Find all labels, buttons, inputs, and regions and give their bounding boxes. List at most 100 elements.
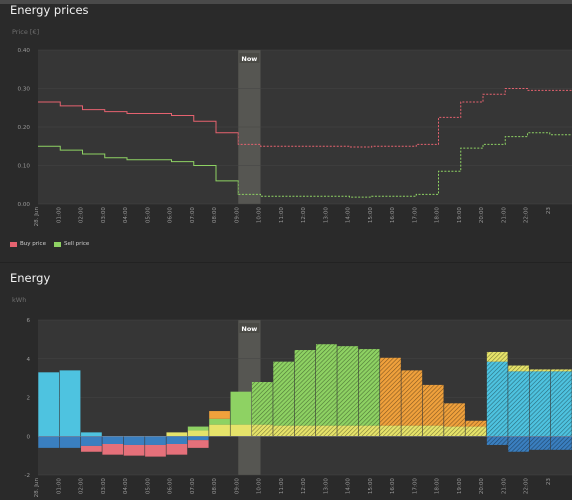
price-x-tick-label: 11:00	[279, 207, 285, 224]
price-y-tick-label: 0.20	[18, 125, 31, 131]
sell-price-swatch	[53, 241, 61, 247]
energy-bar-segment	[251, 424, 273, 437]
price-x-tick-label: 08:00	[212, 207, 218, 224]
price-x-tick-label: 16:00	[390, 207, 396, 224]
energy-x-tick-label: 08:00	[212, 478, 218, 495]
energy-bar-segment	[123, 444, 145, 456]
energy-y-tick-label: 0	[26, 434, 30, 440]
buy-price-swatch	[10, 241, 17, 247]
energy-x-tick-label: 15:00	[368, 478, 374, 495]
price-x-tick-label: 19:00	[457, 207, 463, 224]
energy-bar-segment	[486, 436, 508, 445]
price-x-tick-label: 07:00	[190, 207, 196, 224]
energy-bar-segment	[102, 436, 124, 444]
price-y-tick-label: 0.10	[18, 164, 31, 170]
energy-x-tick-label: 13:00	[323, 478, 329, 495]
energy-bar-segment	[81, 445, 102, 452]
price-y-tick-label: 0.00	[18, 202, 31, 208]
energy-bar-segment	[187, 430, 209, 437]
series-line-buy-price	[38, 101, 239, 145]
energy-bar-segment	[102, 444, 124, 455]
energy-bar-segment	[529, 369, 551, 372]
series-line-future-buy-price	[238, 88, 572, 148]
energy-bar-segment	[315, 425, 337, 437]
energy-x-tick-label: 11:00	[279, 478, 285, 495]
energy-x-tick-label: 22:00	[524, 478, 530, 495]
price-legend: Buy price Sell price	[10, 241, 89, 247]
legend-label-sell-price: Sell price	[63, 241, 90, 247]
price-x-tick-label: 13:00	[323, 207, 329, 224]
energy-x-tick-label: 14:00	[346, 478, 352, 495]
top-bar	[0, 0, 572, 4]
energy-x-tick-label: 20:00	[479, 478, 485, 495]
price-unit-label: Price [€]	[12, 28, 40, 36]
energy-bar-segment	[166, 444, 188, 455]
energy-x-tick-label: 04:00	[123, 478, 129, 495]
energy-x-tick-label: 07:00	[190, 478, 196, 495]
legend-item-sell-price[interactable]: Sell price	[53, 241, 90, 247]
energy-bar-segment	[123, 436, 145, 445]
energy-bar-segment	[529, 371, 551, 437]
energy-x-tick-label: 01:00	[56, 478, 62, 495]
legend-item-buy-price[interactable]: Buy price	[10, 241, 46, 247]
energy-x-tick-label: 12:00	[301, 478, 307, 495]
price-x-tick-label: 21:00	[501, 207, 507, 224]
energy-section-title: Energy	[10, 271, 51, 285]
energy-bar-segment	[550, 371, 572, 437]
price-x-tick-label: 01:00	[56, 207, 62, 224]
energy-bar-segment	[401, 425, 423, 437]
energy-bar-segment	[380, 357, 401, 426]
energy-x-tick-label: 17:00	[412, 478, 418, 495]
energy-bar-segment	[465, 420, 487, 427]
price-x-tick-label: 03:00	[101, 207, 107, 224]
price-x-tick-label: 09:00	[234, 207, 240, 224]
energy-y-tick-label: 4	[26, 357, 30, 363]
price-y-tick-label: 0.30	[18, 87, 31, 93]
energy-y-tick-label: 6	[26, 318, 30, 324]
energy-bar-segment	[508, 365, 529, 372]
energy-unit-label: kWh	[12, 296, 27, 304]
energy-bar-segment	[251, 382, 273, 425]
price-section-title: Energy prices	[10, 3, 89, 17]
energy-bar-segment	[508, 436, 529, 452]
energy-bar-segment	[422, 384, 444, 426]
energy-bar-segment	[486, 361, 508, 437]
price-x-tick-label: 14:00	[346, 207, 352, 224]
energy-bar-segment	[187, 436, 209, 441]
energy-bar-segment	[444, 426, 465, 437]
price-x-tick-label: 10:00	[257, 207, 263, 224]
energy-bar-segment	[401, 370, 423, 426]
energy-now-label: Now	[241, 325, 257, 333]
energy-bar-segment	[81, 436, 102, 446]
price-x-tick-label: 17:00	[412, 207, 418, 224]
price-x-tick-label: 20:00	[479, 207, 485, 224]
energy-bar-segment	[486, 351, 508, 362]
energy-x-tick-label: 10:00	[257, 478, 263, 495]
section-divider	[0, 262, 572, 263]
price-x-tick-label: 15:00	[368, 207, 374, 224]
price-x-tick-label: 05:00	[145, 207, 151, 224]
energy-bar-segment	[315, 344, 337, 426]
energy-bar-segment	[59, 370, 81, 437]
energy-bar-segment	[465, 426, 487, 437]
energy-bar-segment	[209, 411, 230, 419]
energy-bar-segment	[273, 361, 295, 426]
energy-bar-segment	[81, 432, 102, 437]
price-x-tick-label: 28. Jun	[34, 207, 40, 227]
energy-x-tick-label: 18:00	[435, 478, 441, 495]
energy-bar-segment	[358, 349, 380, 426]
series-line-sell-price	[38, 145, 239, 195]
energy-bar-segment	[294, 350, 316, 426]
energy-x-tick-label: 02:00	[79, 478, 85, 495]
energy-bar-segment	[145, 436, 166, 445]
energy-bar-segment	[422, 425, 444, 437]
price-x-tick-label: 06:00	[168, 207, 174, 224]
energy-bar-segment	[294, 425, 316, 437]
energy-bar-segment	[38, 436, 60, 448]
energy-bar-segment	[358, 425, 380, 437]
price-x-tick-label: 02:00	[79, 207, 85, 224]
energy-x-tick-label: 19:00	[457, 478, 463, 495]
energy-bar-segment	[145, 444, 166, 457]
